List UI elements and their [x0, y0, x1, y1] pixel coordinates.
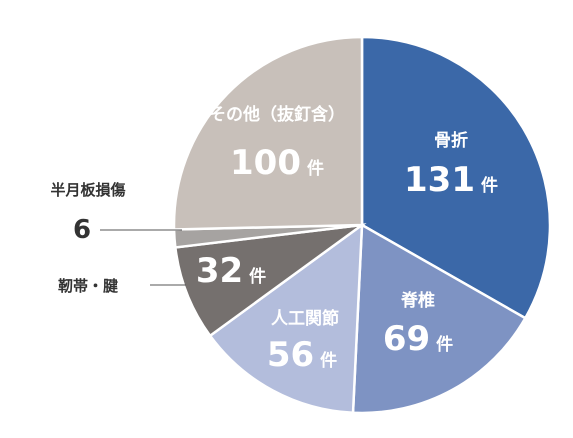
- pie-slice-other: [172, 35, 364, 231]
- slice-value-fracture: 131 件: [404, 160, 498, 200]
- pie-slice-fracture: [360, 35, 552, 320]
- slice-value-ligament: 32 件: [196, 251, 266, 291]
- pie-slice-ligament: [173, 223, 367, 338]
- pie-slice-spine: [351, 222, 528, 415]
- slice-label-fracture: 骨折: [434, 130, 468, 151]
- slice-value-spine: 69 件: [383, 319, 453, 359]
- slice-value-other: 100 件: [230, 143, 324, 183]
- slice-label-joint: 人工関節: [271, 308, 339, 329]
- outside-label-ligament: 靭帯・腱: [58, 277, 119, 295]
- leader-lines: [100, 229, 186, 286]
- slice-label-other: その他（抜釘含）: [209, 104, 345, 125]
- slice-label-spine: 脊椎: [400, 290, 435, 311]
- outside-value-meniscus: 6: [73, 215, 91, 245]
- slice-value-joint: 56 件: [267, 335, 337, 375]
- pie-slice-joint: [208, 222, 364, 415]
- pie-slices: [172, 35, 552, 415]
- outside-label-meniscus: 半月板損傷: [50, 181, 125, 199]
